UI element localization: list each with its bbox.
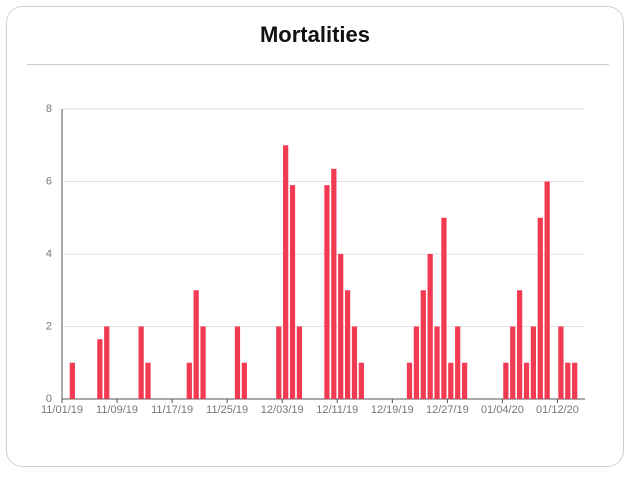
bar [234,326,241,399]
bar [517,290,523,399]
y-tick-label: 0 [46,393,52,405]
x-tick-label: 01/12/20 [536,404,579,416]
bar [289,185,296,399]
x-tick-label: 12/03/19 [261,404,304,416]
bar [523,362,530,399]
y-tick-label: 6 [46,175,52,187]
bar [461,362,468,399]
bar [537,217,543,399]
card [6,6,624,467]
bar [503,362,509,399]
bar [572,362,578,399]
bar [186,362,192,399]
x-tick-label: 11/01/19 [41,404,83,416]
bar [276,326,282,399]
y-tick-label: 4 [46,248,52,260]
bar [324,185,330,399]
x-tick-label: 11/25/19 [206,404,248,416]
x-tick-label: 11/09/19 [96,404,138,416]
bar [558,326,564,399]
bar [283,145,289,399]
bar [351,326,358,399]
bar [358,362,364,399]
bar [200,326,206,399]
bar [441,217,447,399]
bar [104,326,110,399]
bar [296,326,303,399]
bar [544,181,550,399]
x-tick-label: 12/27/19 [426,404,469,416]
bar [138,326,144,399]
bar [434,326,440,399]
bar [530,326,537,399]
bar [193,290,199,399]
bar [69,362,75,399]
chart-title: Mortalities [260,22,370,47]
bar [565,362,571,399]
bar [510,326,516,399]
bar [241,362,247,399]
bar [413,326,420,399]
x-tick-label: 12/11/19 [316,404,358,416]
bar [97,339,103,399]
bar [427,254,433,399]
bar [331,168,337,399]
x-tick-label: 12/19/19 [371,404,414,416]
x-tick-label: 11/17/19 [151,404,193,416]
bar [145,362,151,399]
x-tick-label: 01/04/20 [481,404,524,416]
bar [448,362,454,399]
bar [406,362,413,399]
bar [344,290,351,399]
y-tick-label: 2 [46,320,52,332]
y-tick-label: 8 [46,103,52,115]
bar [338,254,344,399]
bar [420,290,426,399]
bar [455,326,461,399]
